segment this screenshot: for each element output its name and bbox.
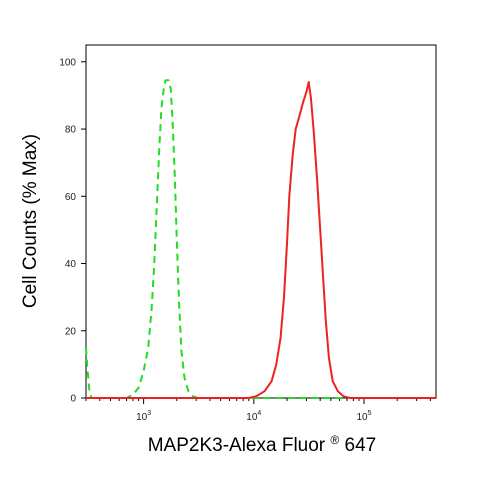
x-axis-title-registered-mark: ® <box>330 433 339 447</box>
x-tick-label: 105 <box>357 410 372 423</box>
y-tick-label: 100 <box>59 57 76 68</box>
series-line-2 <box>86 81 436 399</box>
x-axis-ticks: 103 104 105 <box>85 398 431 423</box>
x-tick-label: 103 <box>136 410 151 423</box>
series-line-1 <box>85 79 436 399</box>
x-axis-title: MAP2K3-Alexa Fluor ® 647 <box>148 428 377 456</box>
y-tick-label: 0 <box>70 394 76 405</box>
plot-frame <box>85 44 437 399</box>
y-axis-title: Cell Counts (% Max) <box>20 134 41 308</box>
y-tick-label: 40 <box>65 259 77 270</box>
y-tick-label: 60 <box>65 192 77 203</box>
y-axis-ticks: 0 20 40 60 80 100 <box>59 57 86 405</box>
x-axis-title-suffix: 647 <box>345 435 377 456</box>
y-tick-label: 20 <box>65 326 77 337</box>
series-layer <box>85 79 436 399</box>
x-tick-label: 104 <box>246 410 261 423</box>
y-tick-label: 80 <box>65 125 77 136</box>
x-axis-title-main: MAP2K3-Alexa Fluor <box>148 435 326 456</box>
